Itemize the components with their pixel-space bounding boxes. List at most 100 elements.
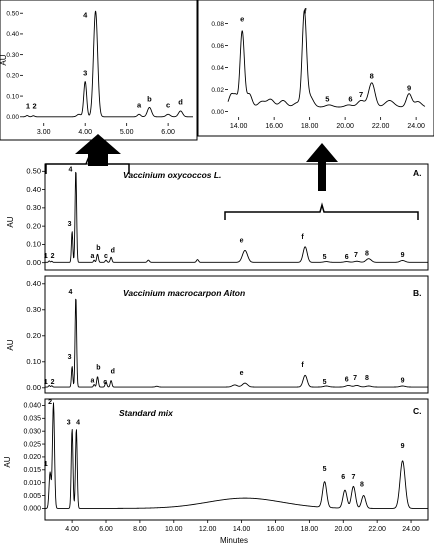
x-tick-label: 20.00 xyxy=(334,526,352,533)
inset-left: 0.00 0.10 0.20 0.30 0.40 0.50 3.00 4.00 5.00 6.00… xyxy=(0,10,194,136)
peak-label: a xyxy=(90,378,94,385)
x-tick-label: 10.00 xyxy=(165,526,183,533)
y-tick-label: 0.025 xyxy=(23,441,41,448)
annotations xyxy=(45,134,419,220)
x-tick-label: 6.00 xyxy=(99,526,113,533)
panel-title: Standard mix xyxy=(119,408,174,418)
y-tick-label: 0.005 xyxy=(23,493,41,500)
peak-label: 7 xyxy=(359,90,363,99)
x-tick-label: 6.00 xyxy=(161,129,175,136)
inset-right-frame xyxy=(197,0,434,137)
peak-label: e xyxy=(240,14,244,23)
peak-label: 6 xyxy=(348,95,352,104)
x-tick-label: 22.00 xyxy=(372,123,390,130)
x-tick-label: 22.00 xyxy=(368,526,386,533)
peak-label: 9 xyxy=(401,252,405,259)
y-axis-label: AU xyxy=(6,339,15,350)
peak-label: 2 xyxy=(51,253,55,260)
zoom-bracket-left xyxy=(45,156,130,174)
y-tick-label: 0.30 xyxy=(6,52,19,59)
trace-line xyxy=(44,171,429,263)
peak-label: 7 xyxy=(354,252,358,259)
peak-label: 1 xyxy=(26,102,30,111)
peak-label: a xyxy=(137,100,142,109)
panel-a-frame xyxy=(44,163,429,271)
y-axis-label: AU xyxy=(0,54,8,65)
y-tick-label: 0.30 xyxy=(26,203,41,212)
y-tick-label: 0.040 xyxy=(23,403,41,410)
peak-label: d xyxy=(111,248,115,255)
peak-label: 1 xyxy=(44,253,48,260)
zoom-arrow-right xyxy=(306,143,338,191)
x-tick-label: 16.00 xyxy=(267,526,285,533)
peak-label: b xyxy=(96,245,100,252)
panel-title: Vaccinium macrocarpon Aiton xyxy=(123,288,245,298)
panel-label: B. xyxy=(413,288,422,298)
peak-label: 8 xyxy=(365,250,369,257)
peak-label: 1 xyxy=(44,461,48,468)
y-tick-label: 0.30 xyxy=(26,305,41,314)
zoom-bracket-right xyxy=(224,202,419,220)
peak-label: d xyxy=(178,97,183,106)
x-tick-label: 14.00 xyxy=(230,123,248,130)
peak-label: 9 xyxy=(401,378,405,385)
x-tick-label: 24.00 xyxy=(407,123,425,130)
y-tick-label: 0.02 xyxy=(211,87,224,94)
peak-label: 8 xyxy=(370,72,374,81)
peak-label: b xyxy=(147,94,152,103)
trace-line xyxy=(227,10,426,108)
x-tick-label: 20.00 xyxy=(336,123,354,130)
peak-label: 8 xyxy=(360,482,364,489)
panel-b-frame xyxy=(44,275,429,394)
y-tick-label: 0.50 xyxy=(6,11,19,18)
peak-label: 5 xyxy=(323,379,327,386)
peak-label: 2 xyxy=(48,399,52,406)
x-tick-label: 5.00 xyxy=(120,129,134,136)
peak-label: 3 xyxy=(68,354,72,361)
x-tick-label: 14.00 xyxy=(233,526,251,533)
y-axis-label: AU xyxy=(6,216,15,227)
y-tick-label: 0.10 xyxy=(26,357,41,366)
peak-label: 2 xyxy=(33,102,37,111)
peak-label: 7 xyxy=(353,375,357,382)
y-tick-label: 0.20 xyxy=(6,73,19,80)
peak-label: c xyxy=(104,253,108,260)
x-tick-label: 4.00 xyxy=(78,129,92,136)
peak-label: 5 xyxy=(323,466,327,473)
x-tick-label: 18.00 xyxy=(301,526,319,533)
inset-right: 0.00 0.02 0.04 0.06 0.08 14.00 16.00 18.00 20.00… xyxy=(211,7,426,130)
peak-label: 4 xyxy=(68,166,72,173)
y-tick-label: 0.010 xyxy=(23,480,41,487)
x-tick-label: 12.00 xyxy=(199,526,217,533)
peak-label: 6 xyxy=(341,474,345,481)
y-tick-label: 0.00 xyxy=(26,383,41,392)
panel-label: A. xyxy=(413,168,422,178)
x-tick-label: 16.00 xyxy=(265,123,283,130)
peak-label: 7 xyxy=(351,474,355,481)
trace-line xyxy=(44,402,429,509)
y-tick-label: 0.035 xyxy=(23,416,41,423)
zoom-arrow-left xyxy=(75,134,121,166)
peak-label: 3 xyxy=(68,221,72,228)
y-tick-label: 0.40 xyxy=(26,185,41,194)
peak-label: e xyxy=(240,238,244,245)
peak-label: e xyxy=(240,370,244,377)
x-axis-title: Minutes xyxy=(220,536,248,545)
peak-label: f xyxy=(301,234,304,241)
peak-label: 9 xyxy=(407,84,411,93)
peak-label: c xyxy=(166,100,170,109)
x-tick-label: 3.00 xyxy=(37,129,51,136)
panel-label: C. xyxy=(413,406,422,416)
y-axis-label: AU xyxy=(3,456,12,467)
y-tick-label: 0.00 xyxy=(211,109,224,116)
peak-label: 6 xyxy=(345,254,349,261)
trace-line xyxy=(44,298,429,388)
peak-label: b xyxy=(96,365,100,372)
y-tick-label: 0.000 xyxy=(23,506,41,513)
peak-label: c xyxy=(103,379,107,386)
panel-c: 0.000 0.005 0.010 0.015 0.020 0.025 0.030 0.035… xyxy=(3,399,429,533)
peak-label: 8 xyxy=(365,375,369,382)
peak-label: 4 xyxy=(83,10,88,19)
